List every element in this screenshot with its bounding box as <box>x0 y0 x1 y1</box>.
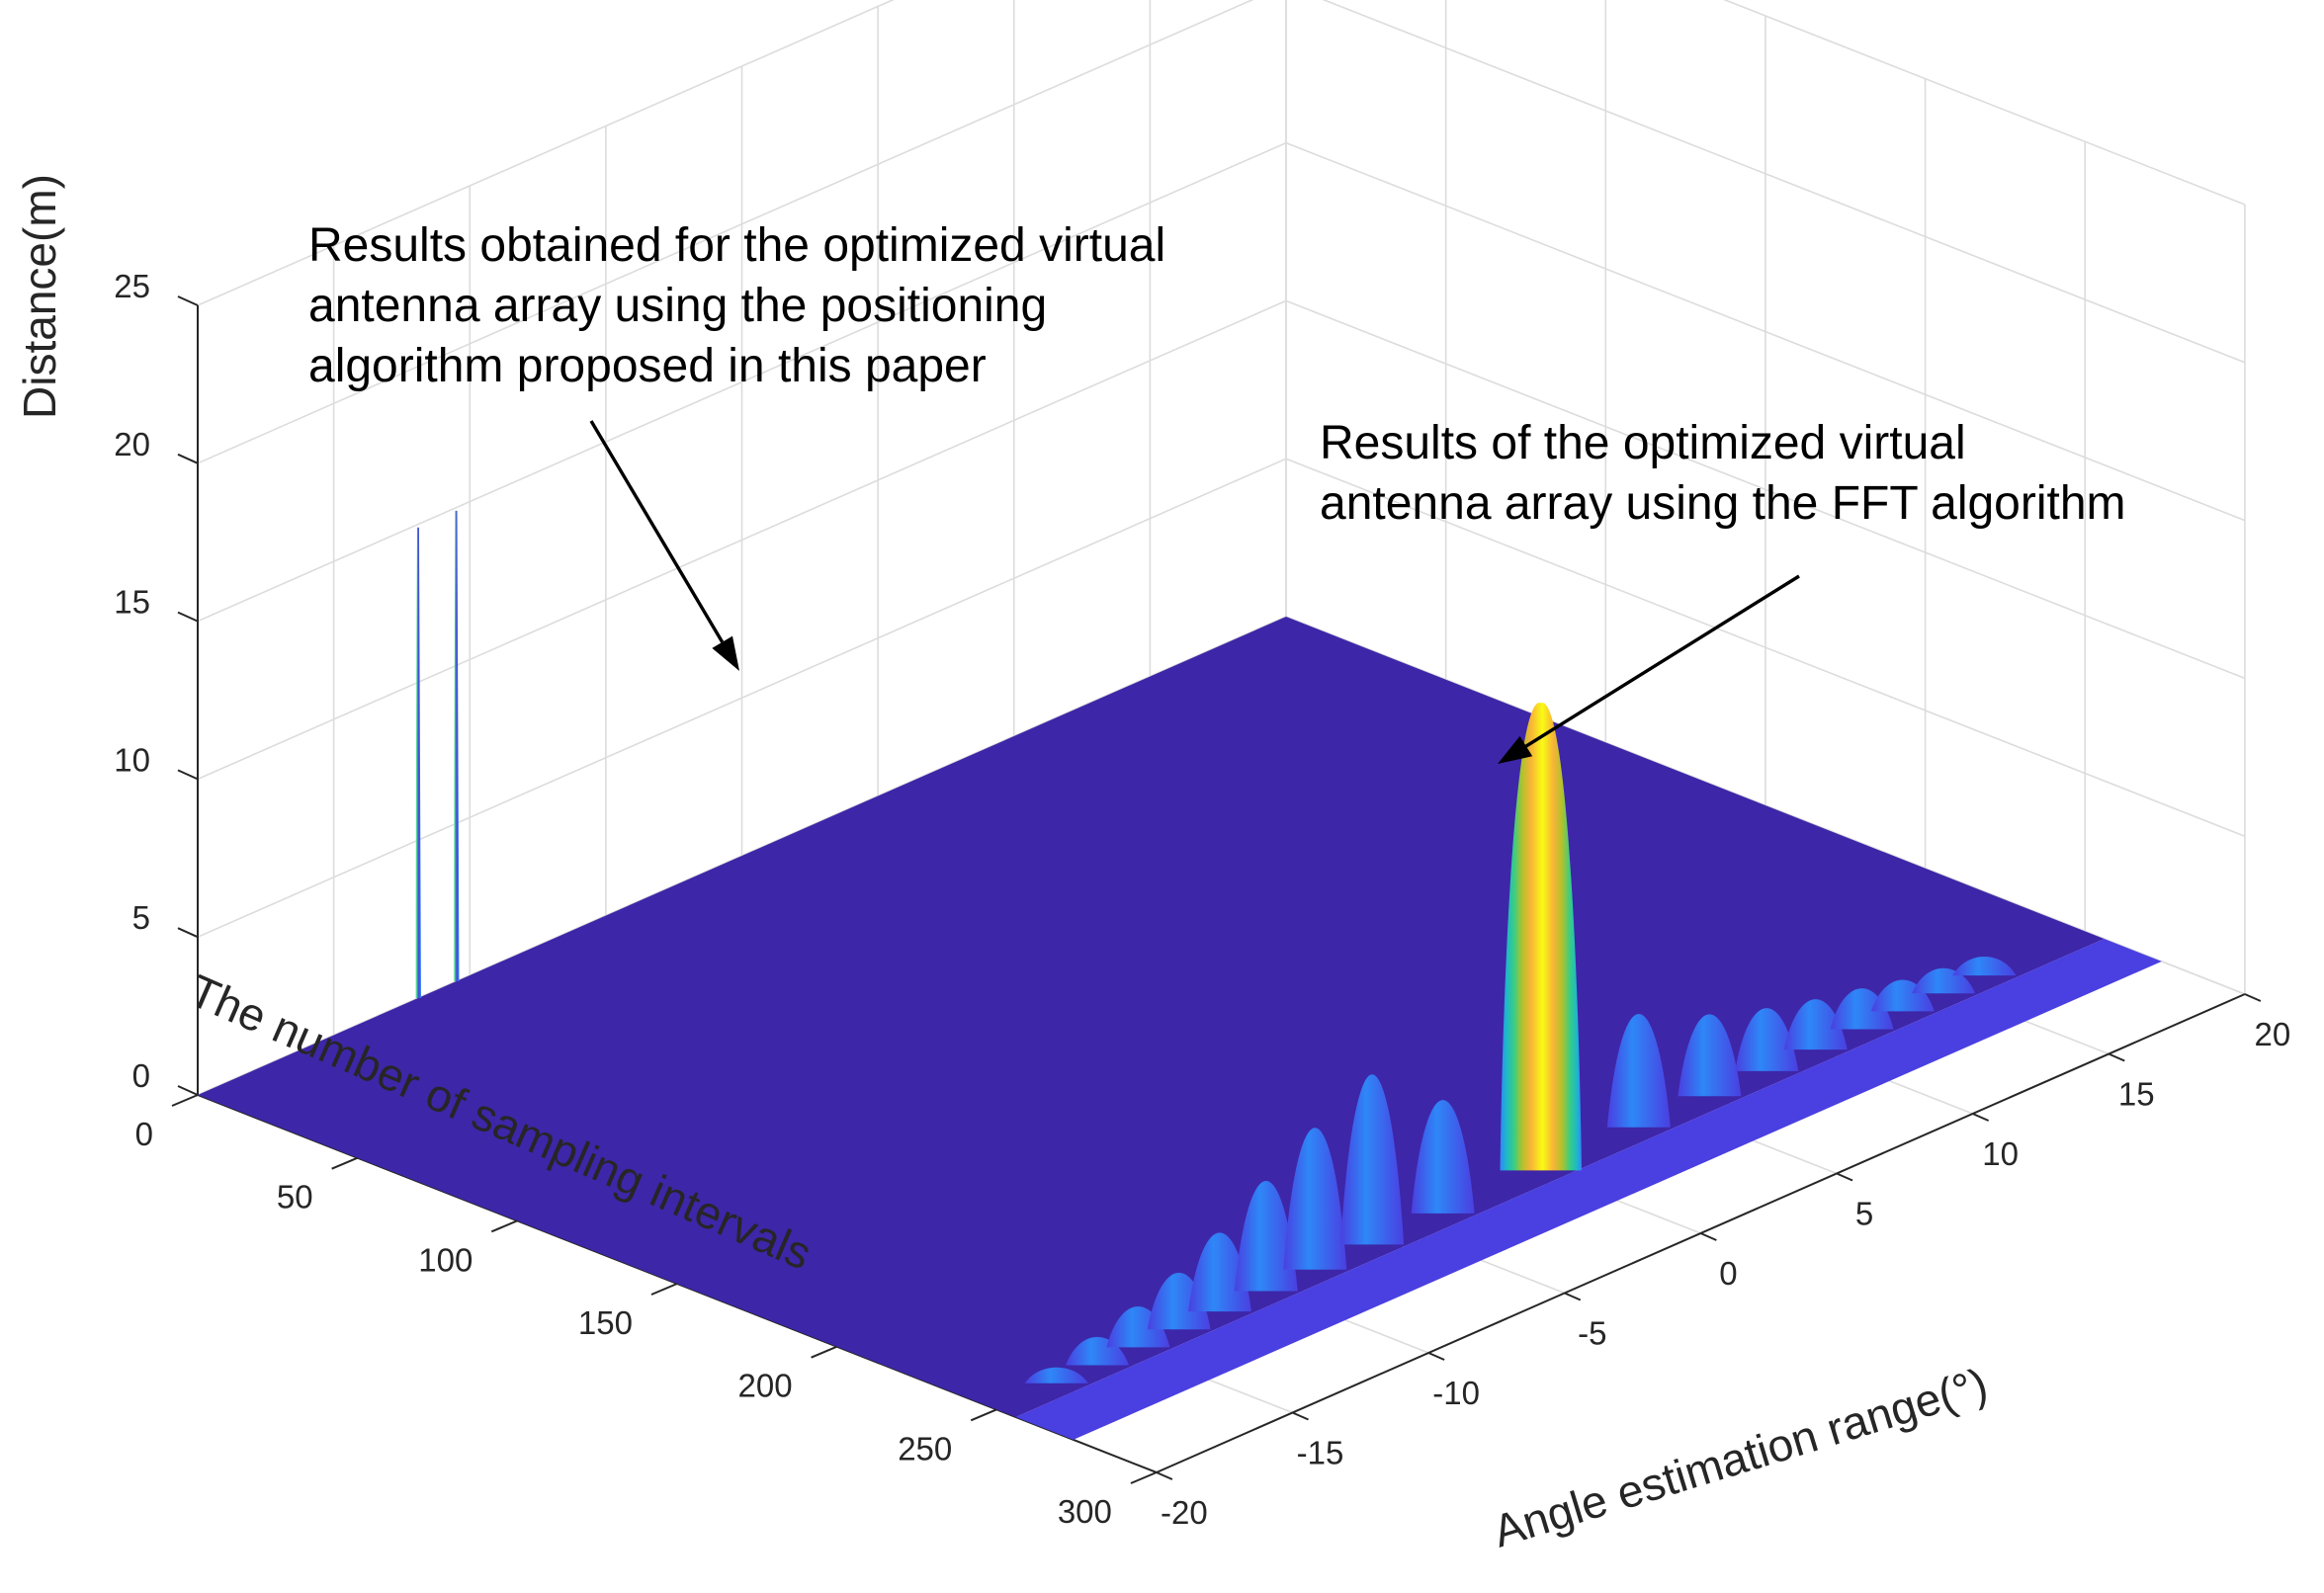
side-lobe <box>1024 1367 1088 1383</box>
distance-tick-label: 5 <box>132 899 150 936</box>
sampling-tick-label: 50 <box>277 1179 313 1216</box>
angle-tick-mark <box>1292 1411 1309 1421</box>
annotation-arrow-head <box>712 635 739 671</box>
sampling-tick-mark <box>650 1283 678 1296</box>
side-lobe <box>1606 1013 1671 1128</box>
side-lobe <box>1678 1014 1742 1097</box>
angle-tick-label: -15 <box>1297 1434 1344 1470</box>
annotation-line: algorithm proposed in this paper <box>308 340 987 392</box>
annotation-arrow <box>589 420 725 643</box>
distance-tick-mark <box>177 453 199 464</box>
side-lobe <box>1783 999 1848 1050</box>
distance-tick-label: 25 <box>114 268 150 304</box>
z-axis-title: Distance(m) <box>14 174 65 419</box>
angle-tick-mark <box>2244 993 2262 1002</box>
annotation-line: antenna array using the positioning <box>308 280 1047 332</box>
angle-tick-mark <box>1427 1352 1445 1361</box>
annotation-arrow <box>1524 574 1800 748</box>
sampling-tick-label: 150 <box>578 1304 633 1341</box>
sampling-tick-label: 250 <box>898 1430 952 1467</box>
side-lobe <box>1735 1008 1799 1071</box>
sampling-tick-mark <box>490 1219 518 1233</box>
side-lobe <box>1411 1100 1475 1214</box>
distance-tick-label: 0 <box>132 1057 150 1094</box>
annotations: Results obtained for the optimized virtu… <box>308 219 2126 764</box>
sampling-tick-label: 100 <box>418 1241 473 1278</box>
sampling-tick-mark <box>171 1094 199 1107</box>
sampling-tick-mark <box>331 1156 359 1170</box>
annotation-text: Results of the optimized virtual antenna … <box>1320 417 2126 530</box>
annotation-line: antenna array using the FFT algorithm <box>1320 477 2126 530</box>
distance-tick-mark <box>177 611 199 623</box>
angle-tick-label: -10 <box>1432 1375 1480 1411</box>
side-lobe <box>1340 1074 1405 1245</box>
angle-tick-mark <box>1564 1292 1582 1301</box>
distance-tick-mark <box>177 769 199 781</box>
proposed-algorithm-peak <box>453 510 460 982</box>
surface-floor <box>198 617 2162 1440</box>
annotation-text: Results obtained for the optimized virtu… <box>308 219 1165 392</box>
angle-tick-label: -5 <box>1578 1314 1606 1351</box>
angle-tick-label: 15 <box>2118 1075 2155 1112</box>
side-lobe <box>1952 956 2017 976</box>
angle-tick-mark <box>1699 1232 1717 1241</box>
angle-tick-label: 20 <box>2255 1016 2291 1052</box>
distance-tick-label: 10 <box>114 741 150 778</box>
sampling-tick-mark <box>970 1408 997 1422</box>
side-lobe <box>1283 1128 1347 1270</box>
distance-tick-label: 20 <box>114 426 150 462</box>
side-lobe <box>1234 1180 1298 1292</box>
side-lobe <box>1187 1232 1251 1312</box>
sampling-tick-label: 200 <box>738 1368 793 1404</box>
angle-tick-label: 0 <box>1719 1255 1737 1292</box>
angle-tick-mark <box>1836 1172 1853 1182</box>
annotation-arrow-head <box>1498 735 1533 764</box>
surface-peaks <box>414 510 2017 1383</box>
sampling-tick-mark <box>811 1345 837 1359</box>
angle-tick-mark <box>1972 1113 1990 1122</box>
proposed-algorithm-peak <box>414 527 421 998</box>
angle-tick-label: -20 <box>1161 1494 1208 1531</box>
sampling-tick-mark <box>1130 1471 1158 1484</box>
distance-tick-mark <box>177 295 199 306</box>
sampling-tick-label: 300 <box>1058 1493 1112 1530</box>
surface-floor-plane <box>198 617 2105 1417</box>
surface-ridge-band <box>1015 939 2162 1440</box>
angle-tick-label: 5 <box>1855 1195 1873 1231</box>
angle-tick-label: 10 <box>1982 1135 2019 1172</box>
distance-tick-label: 15 <box>114 584 150 621</box>
angle-tick-mark <box>2108 1052 2125 1062</box>
sampling-tick-label: 0 <box>135 1116 153 1152</box>
angle-tick-mark <box>1156 1471 1173 1480</box>
distance-tick-mark <box>177 927 199 939</box>
distance-tick-mark <box>177 1085 199 1096</box>
annotation-line: Results obtained for the optimized virtu… <box>308 219 1165 272</box>
angle-axis-title: Angle estimation range(°) <box>1487 1358 1993 1557</box>
angle-axis-line <box>1156 993 2246 1473</box>
annotation-line: Results of the optimized virtual <box>1320 417 1966 469</box>
main-lobe-peak <box>1500 703 1583 1171</box>
